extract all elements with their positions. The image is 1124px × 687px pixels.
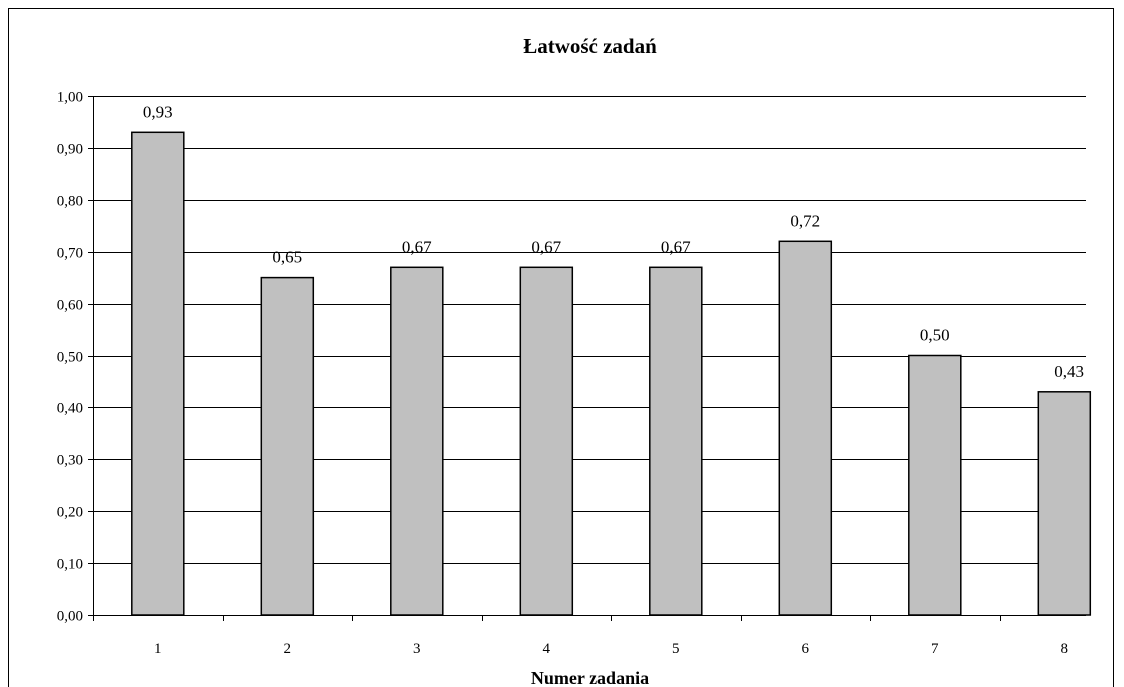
y-tick-label: 0,00 [57,609,83,625]
bar-1 [131,131,185,616]
data-label-4: 0,67 [531,237,561,256]
x-tick-label: 2 [284,641,292,657]
bar-4 [519,266,574,616]
data-label-3: 0,67 [402,237,432,256]
y-tick-label: 0,60 [57,298,83,314]
x-axis-tick-labels: 1 2 3 4 5 6 7 8 [154,641,1068,657]
bar-3 [390,266,444,616]
x-axis-title: Numer zadania [531,668,649,687]
y-tick-label: 1,00 [57,90,83,106]
data-label-7: 0,50 [920,326,950,345]
x-tick-label: 3 [413,641,421,657]
data-label-2: 0,65 [272,248,302,267]
y-tick-label: 0,50 [57,350,83,366]
bar-5 [649,266,703,616]
x-tick-label: 4 [543,641,551,657]
bar-2 [260,276,315,616]
bars [131,131,1092,616]
x-tick-label: 6 [802,641,810,657]
bar-6 [778,240,833,616]
y-tick-label: 0,40 [57,401,83,417]
data-label-1: 0,93 [143,102,173,121]
y-tick-label: 0,10 [57,557,83,573]
y-tick-label: 0,30 [57,453,83,469]
data-label-5: 0,67 [661,237,691,256]
y-tick-label: 0,90 [57,142,83,158]
y-tick-label: 0,80 [57,194,83,210]
x-tick-label: 8 [1061,641,1069,657]
x-tick-label: 1 [154,641,162,657]
axes [88,96,1086,621]
y-axis-tick-labels: 0,00 0,10 0,20 0,30 0,40 0,50 0,60 0,70 0,80 0,90… [57,90,83,625]
bar-7 [908,354,962,616]
x-tick-label: 7 [931,641,939,657]
data-labels: 0,93 0,65 0,67 0,67 0,67 0,72 0,50 0,43 [143,102,1084,381]
y-tick-label: 0,70 [57,246,83,262]
data-label-6: 0,72 [790,211,820,230]
bar-8 [1037,391,1092,616]
y-tick-label: 0,20 [57,505,83,521]
data-label-8: 0,43 [1054,362,1084,381]
chart-title: Łatwość zadań [523,34,657,58]
x-tick-label: 5 [672,641,680,657]
